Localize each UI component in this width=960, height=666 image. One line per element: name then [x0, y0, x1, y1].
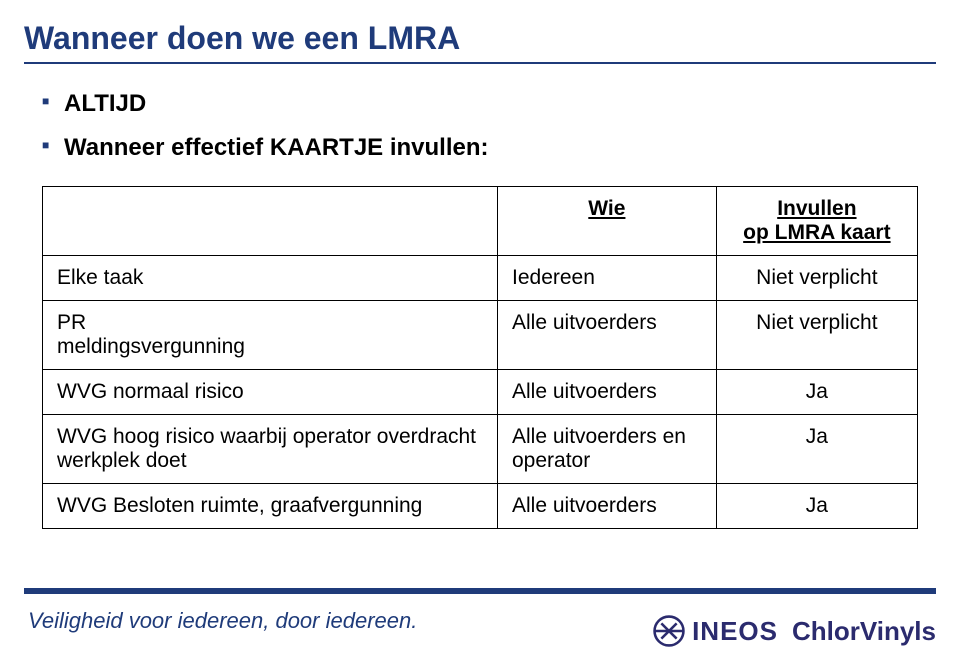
cell-c2: Alle uitvoerders en operator	[498, 415, 717, 484]
table-row: WVG Besloten ruimte, graafvergunning All…	[43, 484, 918, 529]
cell-c1: WVG normaal risico	[43, 370, 498, 415]
cell-c1-line1: PR	[57, 311, 86, 334]
header-col3: Invullen op LMRA kaart	[716, 187, 917, 256]
bullet-label: ALTIJD	[64, 90, 146, 117]
cell-c1: Elke taak	[43, 256, 498, 301]
main-content: ALTIJD Wanneer effectief KAARTJE invulle…	[42, 90, 918, 529]
bullet-item: Wanneer effectief KAARTJE invullen:	[42, 134, 918, 162]
cell-c1: WVG hoog risico waarbij operator overdra…	[43, 415, 498, 484]
cell-c3: Ja	[716, 415, 917, 484]
ineos-logo: INEOS	[652, 614, 778, 648]
title-underline	[24, 62, 936, 64]
lmra-table: Wie Invullen op LMRA kaart Elke taak Ied…	[42, 186, 918, 529]
bullet-item: ALTIJD	[42, 90, 918, 118]
table-row: WVG normaal risico Alle uitvoerders Ja	[43, 370, 918, 415]
bullet-label: Wanneer effectief KAARTJE invullen:	[64, 134, 489, 161]
header-col2: Wie	[498, 187, 717, 256]
cell-c1: PR meldingsvergunning	[43, 301, 498, 370]
header-col3-line2: op LMRA kaart	[743, 221, 890, 244]
header-col3-line1: Invullen	[777, 197, 856, 220]
cell-c2-line1: Alle uitvoerders en	[512, 425, 686, 448]
cell-c2: Iedereen	[498, 256, 717, 301]
header-col1	[43, 187, 498, 256]
ineos-logo-text: INEOS	[692, 616, 778, 647]
footer-logos: INEOS ChlorVinyls	[652, 614, 936, 648]
table-row: Elke taak Iedereen Niet verplicht	[43, 256, 918, 301]
cell-c2: Alle uitvoerders	[498, 484, 717, 529]
chlorvinyls-logo-text: ChlorVinyls	[792, 616, 936, 647]
footer-tagline: Veiligheid voor iedereen, door iedereen.	[28, 608, 417, 634]
page-title: Wanneer doen we een LMRA	[24, 20, 460, 57]
cell-c2-line2: operator	[512, 449, 590, 472]
cell-c1-line2: werkplek doet	[57, 449, 187, 472]
cell-c1-line2: meldingsvergunning	[57, 335, 245, 358]
cell-c3: Ja	[716, 484, 917, 529]
cell-c1-line1: WVG hoog risico waarbij operator overdra…	[57, 425, 476, 448]
table-row: WVG hoog risico waarbij operator overdra…	[43, 415, 918, 484]
ineos-mark-icon	[652, 614, 686, 648]
cell-c2: Alle uitvoerders	[498, 301, 717, 370]
table-header-row: Wie Invullen op LMRA kaart	[43, 187, 918, 256]
cell-c3: Ja	[716, 370, 917, 415]
footer-line	[24, 588, 936, 594]
cell-c3: Niet verplicht	[716, 301, 917, 370]
table-row: PR meldingsvergunning Alle uitvoerders N…	[43, 301, 918, 370]
cell-c2: Alle uitvoerders	[498, 370, 717, 415]
bullet-list: ALTIJD Wanneer effectief KAARTJE invulle…	[42, 90, 918, 162]
cell-c1: WVG Besloten ruimte, graafvergunning	[43, 484, 498, 529]
cell-c3: Niet verplicht	[716, 256, 917, 301]
